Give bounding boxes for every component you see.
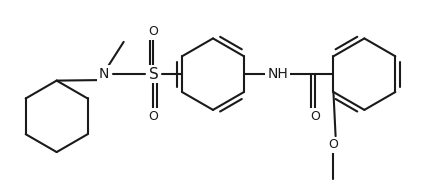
Text: O: O <box>310 110 320 123</box>
Text: S: S <box>149 67 158 82</box>
Text: O: O <box>328 138 338 151</box>
Text: O: O <box>149 110 158 123</box>
Text: N: N <box>99 67 109 81</box>
Text: O: O <box>149 26 158 39</box>
Text: NH: NH <box>267 67 288 81</box>
